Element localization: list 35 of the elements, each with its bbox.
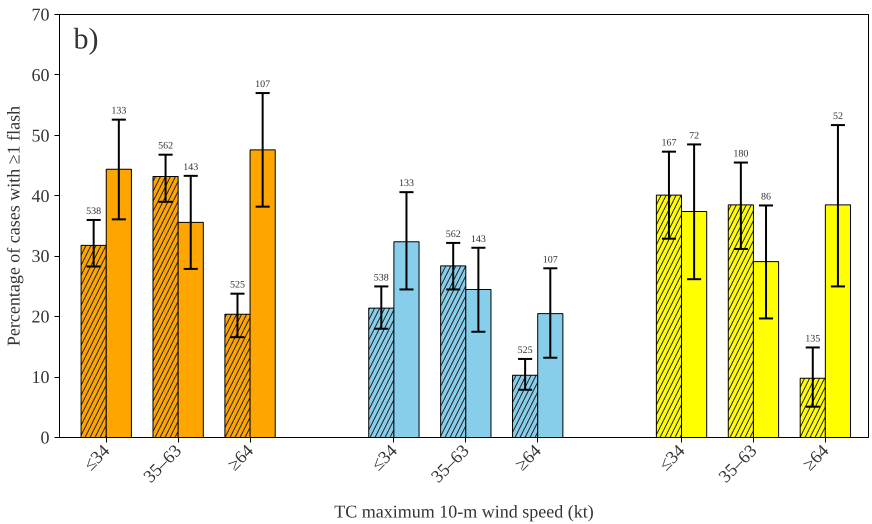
x-tick-label: ≥64 xyxy=(510,440,545,474)
x-tick-label: ≤34 xyxy=(79,440,114,474)
annotation: 167 xyxy=(661,138,676,149)
annotation: b) xyxy=(74,22,98,56)
y-tick-label: 10 xyxy=(32,367,50,388)
annotation: 107 xyxy=(255,79,270,90)
annotation: 143 xyxy=(183,162,198,173)
x-tick-label: ≥64 xyxy=(223,440,258,474)
annotation: 525 xyxy=(518,344,533,356)
y-tick-label: 50 xyxy=(32,125,50,146)
annotation: 525 xyxy=(230,280,245,291)
annotation: 562 xyxy=(446,228,461,240)
annotation: 538 xyxy=(86,206,102,217)
x-tick-label: ≥64 xyxy=(798,440,832,474)
annotation: 143 xyxy=(470,234,486,245)
annotation: 180 xyxy=(733,148,748,160)
annotation: 562 xyxy=(158,140,174,152)
y-tick-label: 40 xyxy=(32,186,50,206)
annotation: 107 xyxy=(542,254,558,266)
y-tick-label: 60 xyxy=(32,64,50,85)
x-tick-label: ≤34 xyxy=(367,440,401,474)
annotation: 133 xyxy=(111,106,126,117)
y-axis-title: Percentage of cases with ≥1 flash xyxy=(4,106,24,346)
annotation: 72 xyxy=(689,130,700,142)
annotation: 538 xyxy=(374,272,389,284)
y-tick-label: 30 xyxy=(32,246,50,266)
annotation: 135 xyxy=(805,333,820,344)
x-axis-title: TC maximum 10-m wind speed (kt) xyxy=(334,501,594,522)
annotation: 86 xyxy=(761,191,772,202)
y-tick-label: 0 xyxy=(40,428,50,448)
y-tick-label: 70 xyxy=(32,4,50,24)
annotation: 133 xyxy=(398,178,414,190)
x-tick-label: ≤34 xyxy=(654,440,689,474)
annotation: 52 xyxy=(832,111,843,122)
y-tick-label: 20 xyxy=(32,306,50,327)
